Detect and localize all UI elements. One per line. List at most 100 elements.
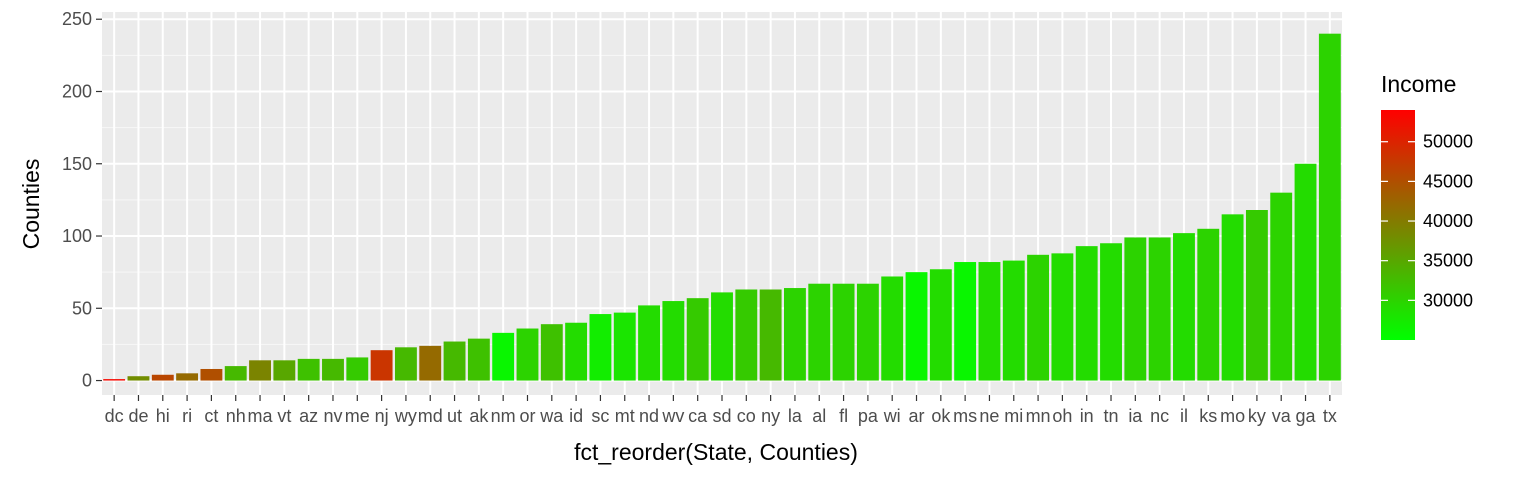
x-tick-label-nh: nh [226,406,246,426]
x-tick-label-nm: nm [491,406,516,426]
bar-ut [443,341,466,381]
x-tick-label-nv: nv [323,406,342,426]
x-tick-label-sc: sc [591,406,609,426]
x-tick-label-fl: fl [839,406,848,426]
bars [103,33,1341,381]
x-tick-label-vt: vt [277,406,291,426]
bar-ne [978,262,1001,381]
y-tick-label: 150 [62,154,92,174]
bar-ms [954,262,977,381]
bar-wa [540,324,563,381]
bar-sd [711,292,733,381]
x-tick-label-nj: nj [375,406,389,426]
bar-oh [1051,253,1074,381]
y-tick-label: 200 [62,81,92,101]
x-tick-label-hi: hi [156,406,170,426]
bar-mt [613,312,636,381]
y-axis: 0 50 100 150 200 250 [62,9,102,391]
bar-ca [686,298,709,381]
x-tick-label-de: de [128,406,148,426]
bar-nc [1148,237,1171,381]
x-tick-label-ga: ga [1296,406,1317,426]
bar-mn [1027,254,1050,381]
x-tick-label-ri: ri [182,406,192,426]
bar-md [419,345,442,381]
x-tick-label-ky: ky [1248,406,1266,426]
x-tick-label-oh: oh [1052,406,1072,426]
x-tick-label-wa: wa [539,406,564,426]
x-tick-label-ia: ia [1128,406,1143,426]
legend-label: 30000 [1423,290,1473,310]
bar-ga [1294,163,1317,381]
x-tick-label-mt: mt [615,406,635,426]
x-tick-label-az: az [299,406,318,426]
bar-vt [273,360,296,381]
x-tick-label-me: me [345,406,370,426]
bar-mi [1002,260,1025,381]
x-tick-label-co: co [737,406,756,426]
x-tick-label-va: va [1272,406,1292,426]
y-axis-title: Counties [18,159,44,250]
x-tick-label-ak: ak [469,406,489,426]
y-tick-label: 0 [82,371,92,391]
x-tick-label-ks: ks [1199,406,1217,426]
bar-ia [1124,237,1147,381]
bar-mo [1221,214,1244,381]
bar-nm [492,332,515,381]
x-tick-label-md: md [418,406,443,426]
x-tick-label-wy: wy [394,406,417,426]
legend: Income 30000 35000 40000 45000 50000 [1381,71,1473,340]
legend-label: 50000 [1423,132,1473,152]
legend-label: 35000 [1423,251,1473,271]
bar-la [784,288,806,381]
x-tick-label-tn: tn [1104,406,1119,426]
bar-nh [224,366,247,381]
x-tick-label-or: or [519,406,535,426]
bar-de [127,376,150,381]
x-tick-label-mi: mi [1004,406,1023,426]
x-axis-title: fct_reorder(State, Counties) [574,439,858,465]
x-tick-label-pa: pa [858,406,879,426]
bar-wv [662,301,685,381]
x-tick-label-dc: dc [105,406,124,426]
bar-ks [1197,228,1220,381]
legend-label: 40000 [1423,211,1473,231]
legend-ticks: 30000 35000 40000 45000 50000 [1381,132,1473,310]
x-tick-label-id: id [569,406,583,426]
x-tick-label-in: in [1080,406,1094,426]
x-tick-label-ok: ok [931,406,951,426]
bar-ok [929,269,952,381]
bar-me [346,357,369,381]
bar-hi [151,374,174,381]
x-tick-label-wv: wv [661,406,684,426]
legend-colorbar [1381,110,1415,340]
x-tick-label-la: la [788,406,803,426]
y-tick-label: 100 [62,226,92,246]
x-tick-label-mn: mn [1026,406,1051,426]
bar-wy [394,347,417,381]
legend-title: Income [1381,71,1456,97]
x-tick-label-ma: ma [248,406,274,426]
bar-co [735,289,758,381]
x-tick-label-al: al [812,406,826,426]
bar-tn [1100,243,1122,381]
bar-dc [103,379,126,381]
y-tick-label: 250 [62,9,92,29]
y-tick-label: 50 [72,298,92,318]
bar-nj [370,350,393,381]
bar-id [565,322,588,381]
bar-or [516,328,539,381]
x-tick-label-sd: sd [712,406,731,426]
x-tick-label-ne: ne [979,406,999,426]
bar-ma [249,360,271,381]
bar-pa [856,283,879,381]
bar-nv [322,358,344,381]
bar-va [1270,192,1293,381]
x-tick-label-nc: nc [1150,406,1169,426]
x-tick-label-tx: tx [1323,406,1337,426]
bar-il [1173,233,1195,381]
bar-tx [1318,33,1341,381]
legend-label: 45000 [1423,171,1473,191]
bar-ky [1245,210,1268,381]
